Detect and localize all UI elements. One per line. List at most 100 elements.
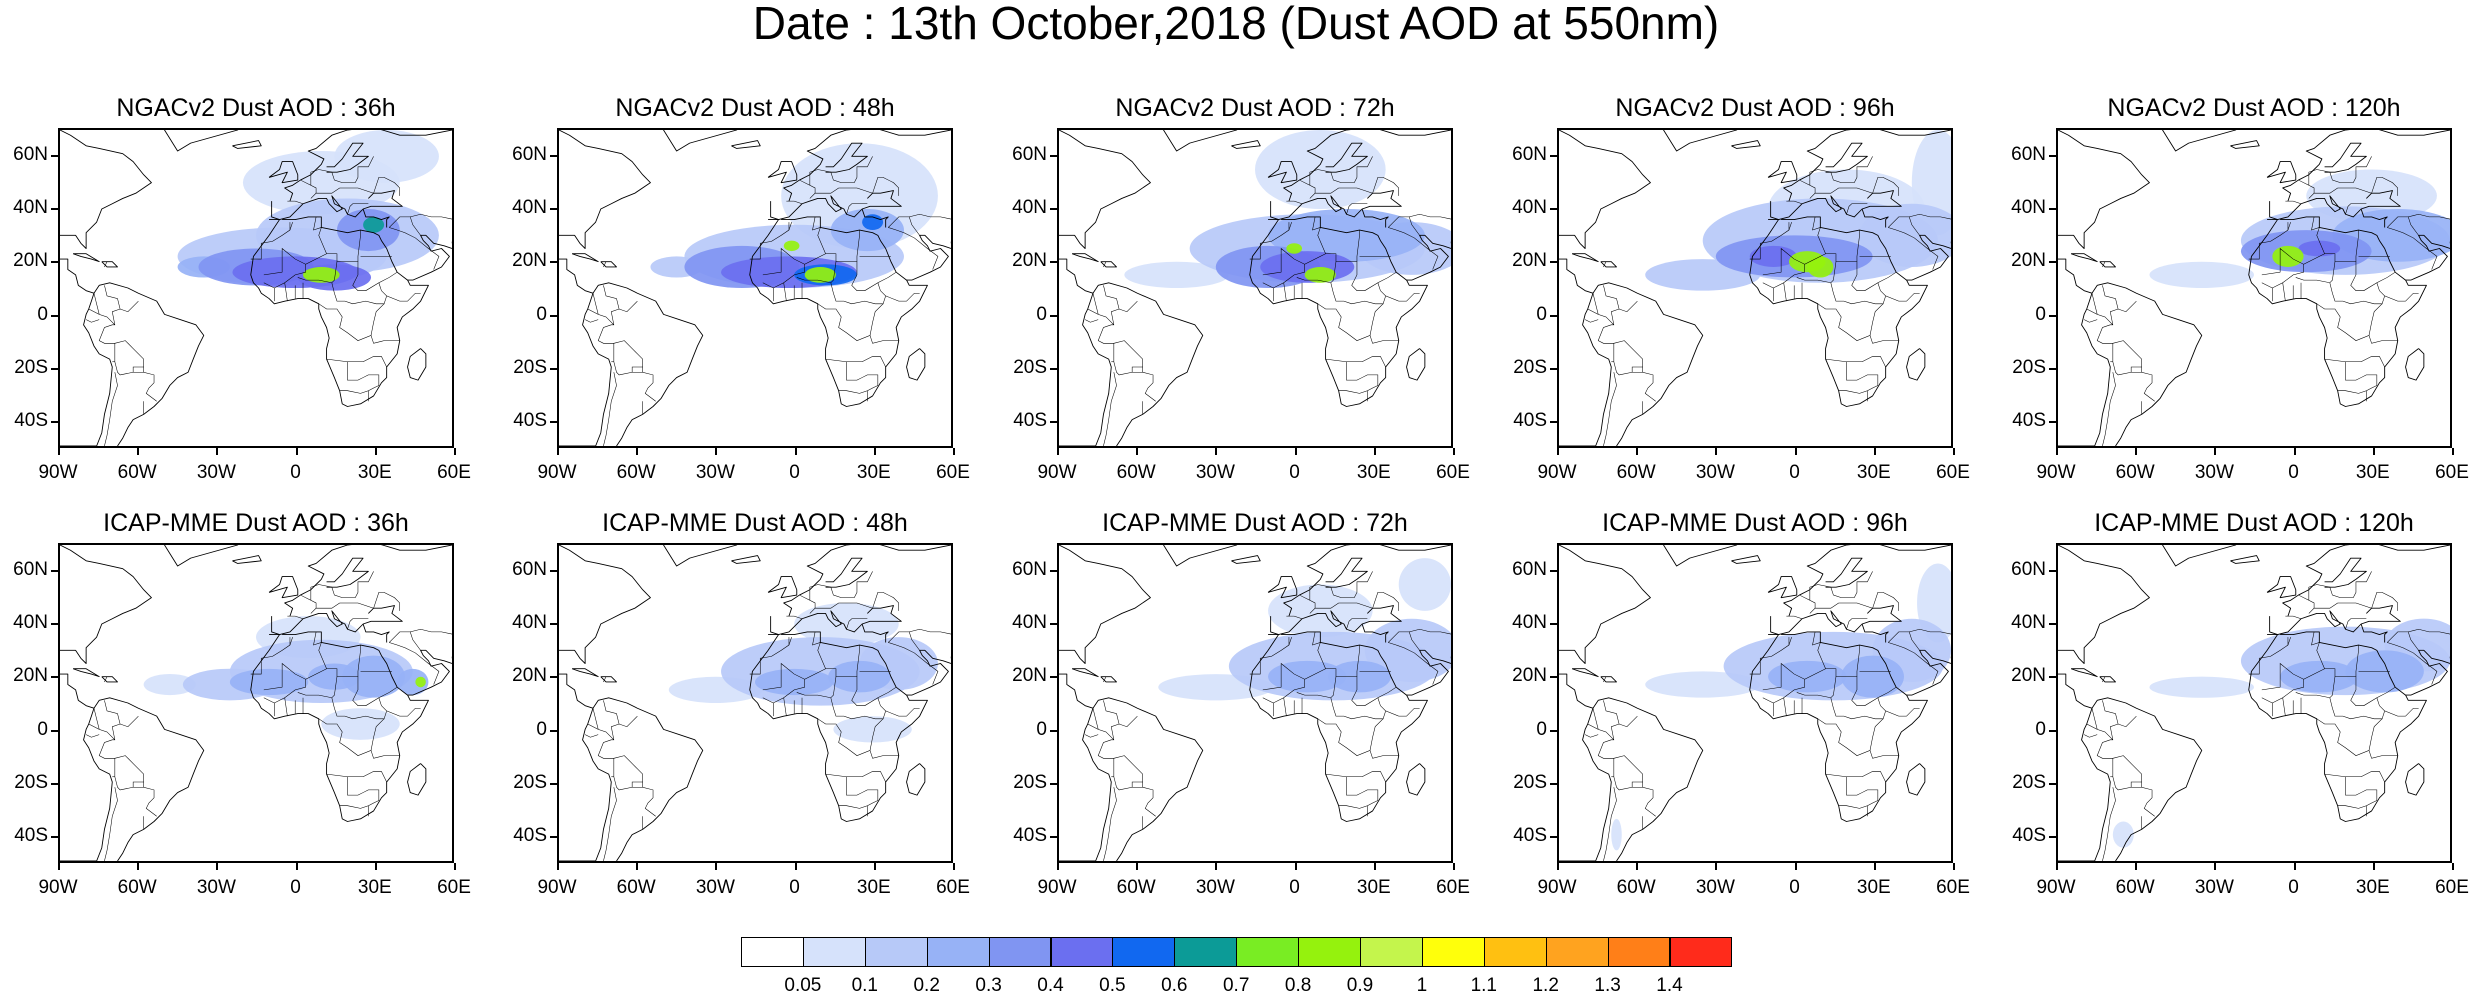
country-border — [1888, 642, 1939, 685]
country-border — [2311, 631, 2325, 669]
country-border — [846, 203, 868, 215]
country-border — [300, 179, 317, 194]
country-border — [2102, 372, 2116, 446]
panel-title: ICAP-MME Dust AOD : 72h — [1102, 509, 1408, 537]
coastline — [731, 555, 761, 564]
country-border — [885, 292, 920, 302]
lon-tick-mark — [873, 448, 876, 455]
country-border — [1085, 734, 1099, 738]
lat-tick-mark — [1550, 569, 1557, 572]
country-border — [825, 356, 886, 368]
coastline — [906, 234, 951, 281]
lat-tick-mark — [51, 569, 58, 572]
map-panel — [2056, 543, 2452, 863]
country-border — [1846, 618, 1868, 630]
country-border — [1369, 750, 1399, 759]
country-border — [2285, 615, 2302, 620]
country-border — [2261, 662, 2304, 704]
colorbar-cell — [1298, 937, 1361, 967]
lat-tick-mark — [51, 623, 58, 625]
coastline — [60, 708, 113, 861]
country-border — [872, 592, 900, 611]
country-border — [305, 230, 361, 265]
panel-title: ICAP-MME Dust AOD : 96h — [1602, 509, 1908, 537]
country-border — [1872, 177, 1900, 196]
colorbar-cell — [1050, 937, 1114, 967]
country-border — [386, 707, 421, 717]
country-border — [1372, 592, 1400, 611]
lon-tick-label: 90W — [1037, 462, 1077, 483]
lon-tick-mark — [2135, 448, 2138, 455]
country-border — [1885, 707, 1920, 717]
coastline — [1906, 348, 1926, 381]
dust-aod-region — [415, 676, 426, 688]
country-border — [370, 335, 400, 344]
coastlines — [1559, 130, 1951, 446]
dust-aod-region — [1286, 243, 1303, 254]
country-border — [2096, 715, 2155, 817]
coastline — [1163, 130, 1238, 152]
country-border — [804, 230, 860, 265]
country-border — [2084, 734, 2098, 738]
coastline — [2058, 545, 2150, 664]
map-panel — [557, 543, 953, 863]
colorbar-cell — [1607, 937, 1671, 967]
lon-tick-mark — [1057, 448, 1059, 455]
coastline — [1749, 631, 1928, 822]
colorbar — [741, 937, 1733, 967]
country-border — [2298, 179, 2315, 194]
coastline — [2070, 253, 2098, 263]
country-border — [1585, 734, 1599, 738]
lat-tick-mark — [550, 154, 557, 157]
lat-tick-mark — [550, 836, 557, 839]
lat-tick-label: 60N — [512, 143, 547, 165]
lat-tick-mark — [2049, 368, 2056, 370]
coastline — [268, 576, 299, 599]
country-border — [817, 718, 884, 756]
coastline — [1059, 545, 1151, 664]
lat-tick-label: 20S — [2012, 357, 2046, 378]
lon-tick-label: 90W — [2036, 462, 2076, 483]
coastline — [1361, 208, 1389, 228]
country-border — [825, 771, 886, 783]
lon-tick-label: 30W — [695, 462, 735, 483]
coastline — [1906, 649, 1951, 696]
country-border — [104, 676, 108, 683]
country-border — [1817, 718, 1884, 756]
lat-tick-label: 0 — [1036, 303, 1047, 325]
country-border — [585, 734, 599, 738]
lat-tick-label: 40S — [1013, 410, 1047, 432]
lat-tick-label: 40N — [512, 197, 547, 218]
country-border — [1603, 787, 1617, 861]
coastline — [1600, 261, 1617, 268]
country-border — [1330, 697, 1386, 720]
panel-title: NGACv2 Dust AOD : 96h — [1615, 94, 1895, 122]
coastline — [1059, 293, 1112, 446]
country-border — [1783, 697, 1787, 717]
country-border — [1888, 216, 1920, 236]
dust-aod-field — [1611, 563, 1951, 851]
coastline — [2230, 140, 2260, 149]
country-border — [1825, 771, 1886, 783]
coastline — [600, 676, 617, 683]
country-border — [838, 776, 879, 809]
colorbar-cell — [1483, 937, 1547, 967]
country-border — [2102, 261, 2106, 268]
lat-tick-label: 20N — [2011, 665, 2046, 687]
map-panel — [1557, 128, 1953, 448]
country-border — [1087, 308, 1115, 326]
lon-tick-mark — [636, 448, 639, 455]
country-border — [1603, 372, 1617, 446]
coastline — [1361, 623, 1389, 643]
country-border — [2303, 230, 2359, 265]
coastline — [326, 142, 369, 173]
lat-tick-label: 40S — [2012, 825, 2046, 847]
country-border — [592, 708, 599, 730]
lat-tick-mark — [51, 154, 58, 157]
country-border — [310, 571, 374, 601]
coastline — [1270, 190, 1402, 221]
lat-tick-label: 40S — [513, 410, 547, 432]
country-border — [1838, 776, 1879, 809]
dust-aod-field — [1645, 130, 1951, 291]
lat-tick-mark — [1550, 421, 1557, 424]
